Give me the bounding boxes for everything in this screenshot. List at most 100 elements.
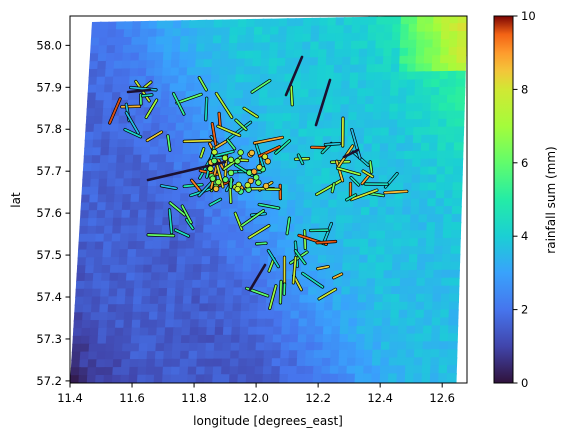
heatmap-cell — [113, 343, 124, 353]
heatmap-cell — [285, 41, 296, 52]
heatmap-cell — [383, 40, 394, 50]
heatmap-cell — [327, 17, 338, 27]
heatmap-cell — [81, 327, 92, 338]
heatmap-cell — [163, 343, 174, 353]
heatmap-cell — [453, 134, 464, 144]
heatmap-cell — [255, 350, 266, 360]
heatmap-cell — [131, 28, 142, 39]
heatmap-cell — [87, 225, 98, 236]
segment — [332, 273, 343, 279]
heatmap-cell — [178, 59, 189, 69]
heatmap-cell — [425, 238, 436, 248]
heatmap-cell — [427, 198, 438, 208]
heatmap-cell — [164, 20, 175, 30]
heatmap-cell — [335, 215, 346, 225]
segment — [279, 280, 283, 304]
heatmap-cell — [342, 246, 353, 257]
heatmap-cell — [194, 232, 205, 242]
heatmap-cell — [360, 214, 371, 225]
heatmap-cell — [232, 311, 243, 321]
heatmap-cell — [429, 126, 440, 137]
heatmap-cell — [216, 295, 227, 305]
segment — [216, 125, 241, 137]
heatmap-cell — [114, 52, 125, 63]
heatmap-cell — [439, 70, 450, 81]
heatmap-cell — [272, 326, 284, 336]
heatmap-cell — [222, 326, 234, 337]
heatmap-cell — [403, 166, 414, 177]
gauge-point — [255, 179, 262, 186]
heatmap-cell — [104, 84, 115, 94]
heatmap-cell — [449, 277, 460, 288]
heatmap-cell — [196, 43, 207, 53]
heatmap-cell — [284, 57, 295, 68]
heatmap-cell — [286, 26, 297, 36]
gauge-point — [244, 182, 251, 189]
heatmap-cell — [131, 170, 142, 180]
heatmap-cell — [447, 349, 458, 359]
heatmap-cell — [363, 349, 374, 360]
heatmap-cell — [422, 349, 433, 359]
heatmap-cell — [315, 302, 326, 312]
heatmap-cell — [171, 358, 182, 369]
heatmap-cell — [224, 295, 235, 305]
heatmap-cell — [171, 350, 182, 361]
heatmap-cell — [375, 32, 386, 42]
heatmap-cell — [228, 42, 239, 53]
heatmap-cell — [347, 333, 358, 344]
heatmap-cell — [138, 351, 149, 361]
heatmap-cell — [106, 45, 117, 55]
heatmap-cell — [179, 193, 191, 203]
heatmap-cell — [216, 287, 227, 297]
heatmap-cell — [141, 296, 152, 306]
heatmap-cell — [446, 365, 457, 375]
heatmap-cell — [268, 58, 279, 68]
heatmap-cell — [398, 63, 409, 74]
heatmap-cell — [242, 97, 253, 108]
heatmap-cell — [371, 151, 382, 161]
heatmap-cell — [356, 326, 367, 336]
heatmap-cell — [233, 287, 244, 297]
heatmap-cell — [335, 25, 346, 35]
heatmap-cell — [363, 135, 374, 146]
heatmap-cell — [311, 207, 322, 217]
heatmap-cell — [311, 17, 322, 28]
heatmap-cell — [202, 74, 213, 85]
segment — [168, 208, 173, 234]
heatmap-cell — [101, 131, 112, 141]
heatmap-cell — [257, 310, 268, 321]
heatmap-cell — [331, 326, 342, 336]
segment — [345, 193, 357, 201]
heatmap-cell — [428, 158, 439, 169]
heatmap-cell — [258, 271, 269, 281]
heatmap-cell — [293, 41, 304, 52]
heatmap-cell — [351, 238, 362, 249]
heatmap-cell — [339, 341, 350, 352]
heatmap-cell — [247, 160, 258, 171]
heatmap-cell — [323, 318, 334, 328]
heatmap-cell — [91, 21, 102, 32]
heatmap-cell — [140, 162, 151, 172]
heatmap-cell — [450, 261, 461, 272]
heatmap-cell — [95, 92, 106, 102]
heatmap-cell — [305, 350, 316, 360]
heatmap-cell — [157, 154, 168, 164]
heatmap-cell — [140, 154, 152, 164]
heatmap-cell — [398, 79, 409, 90]
heatmap-cell — [219, 232, 230, 242]
y-tick-label: 57.6 — [36, 206, 62, 220]
heatmap-cell — [142, 272, 153, 282]
heatmap-cell — [414, 79, 425, 89]
heatmap-cell — [349, 80, 360, 90]
heatmap-cell — [162, 59, 173, 70]
segment — [292, 256, 297, 284]
heatmap-cell — [145, 225, 156, 235]
heatmap-cell — [398, 317, 409, 328]
heatmap-cell — [322, 334, 333, 344]
segment — [350, 189, 378, 201]
heatmap-cell — [397, 333, 408, 344]
segment-dark — [342, 148, 360, 159]
heatmap-cell — [90, 312, 101, 322]
heatmap-cell — [305, 358, 316, 368]
heatmap-cell — [172, 343, 183, 353]
